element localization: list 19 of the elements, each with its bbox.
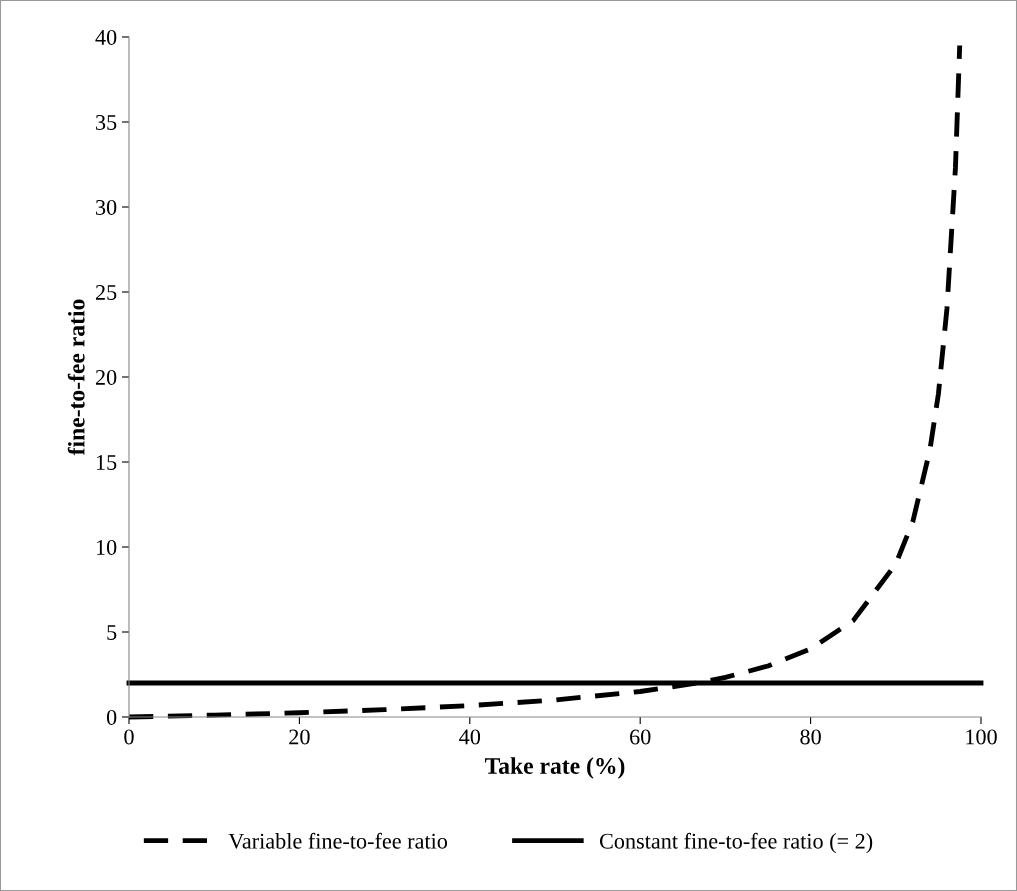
- x-tick-label: 20: [289, 729, 310, 745]
- x-axis-title: Take rate (%): [484, 757, 625, 779]
- legend-label: Constant fine-to-fee ratio (= 2): [599, 832, 873, 854]
- y-tick-label: 0: [106, 709, 117, 725]
- y-tick-label: 25: [95, 284, 117, 300]
- y-tick-label: 15: [96, 455, 117, 470]
- x-tick-label: 60: [630, 729, 651, 745]
- y-tick-label: 35: [96, 114, 117, 130]
- x-tick-label: 100: [966, 729, 997, 745]
- x-tick-label: 40: [459, 729, 481, 745]
- y-tick-label: 30: [96, 199, 117, 215]
- y-tick-label: 40: [95, 29, 117, 45]
- y-tick-label: 10: [96, 539, 117, 555]
- legend-label: Variable fine-to-fee ratio: [228, 832, 448, 849]
- x-tick-label: 80: [800, 729, 821, 745]
- y-axis-title: fine-to-fee ratio: [67, 299, 85, 456]
- y-tick-label: 20: [95, 369, 117, 385]
- x-tick-label: 0: [124, 729, 134, 745]
- y-tick-label: 5: [107, 625, 117, 640]
